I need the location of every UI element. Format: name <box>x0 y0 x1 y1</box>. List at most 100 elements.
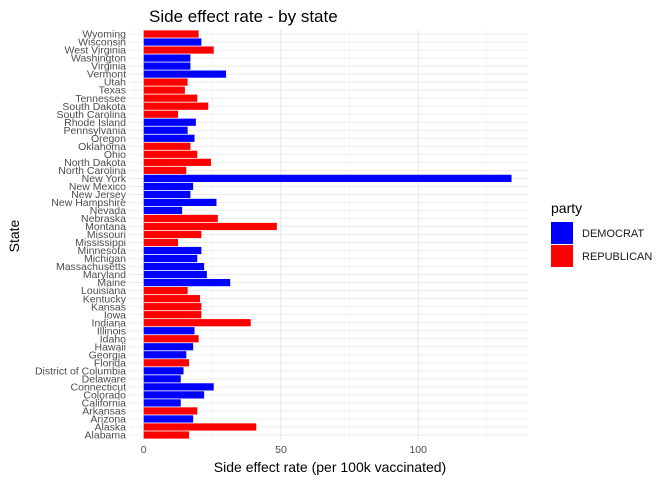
bar <box>143 238 179 247</box>
y-tick-label: Rhode Island <box>64 117 126 129</box>
y-tick-label: Nevada <box>90 205 126 217</box>
bar <box>143 391 205 399</box>
y-tick-label: West Virginia <box>65 45 127 57</box>
bar <box>143 118 196 126</box>
bar <box>143 102 209 110</box>
y-tick-label: Missouri <box>87 229 126 241</box>
y-tick-label: Illinois <box>97 325 126 337</box>
bar <box>143 70 227 78</box>
legend-key-democrat <box>551 222 573 244</box>
bar <box>143 311 202 319</box>
bar <box>143 383 214 391</box>
y-tick-label: Vermont <box>87 69 126 81</box>
y-tick-label: North Carolina <box>58 165 126 177</box>
y-tick-label: South Carolina <box>57 109 127 121</box>
bar <box>143 327 195 335</box>
y-tick-label: California <box>82 398 127 410</box>
y-tick-label: Ohio <box>104 149 126 161</box>
bar <box>143 343 194 351</box>
bar <box>143 262 205 271</box>
bar <box>143 375 181 383</box>
y-tick-label: Minnesota <box>78 245 127 257</box>
y-tick-label: Massachusetts <box>56 261 126 273</box>
bar <box>143 158 211 166</box>
y-tick-label: Louisiana <box>81 285 126 297</box>
bar <box>143 254 198 263</box>
y-tick-label: Connecticut <box>71 381 127 393</box>
bar <box>143 399 181 407</box>
y-tick-label: Maryland <box>83 269 126 281</box>
legend-key-republican <box>551 245 573 267</box>
bar <box>143 351 187 359</box>
bar <box>143 295 200 303</box>
bar <box>143 110 179 118</box>
bar <box>143 415 194 423</box>
y-tick-label: Wisconsin <box>78 37 126 49</box>
bars <box>143 30 512 439</box>
bar <box>143 62 191 70</box>
x-tick-label: 0 <box>141 444 147 456</box>
y-tick-label: Washington <box>71 53 126 65</box>
y-tick-label: Georgia <box>89 349 127 361</box>
y-axis-label: State <box>6 219 22 252</box>
bar <box>143 222 277 231</box>
y-tick-label: Idaho <box>100 333 126 345</box>
y-tick-label: South Dakota <box>62 101 126 113</box>
x-axis-label: Side effect rate (per 100k vaccinated) <box>214 459 446 475</box>
chart-title: Side effect rate - by state <box>149 7 338 26</box>
bar <box>143 94 198 102</box>
bar <box>143 319 251 327</box>
y-tick-label: Delaware <box>82 373 127 385</box>
y-tick-label: Arkansas <box>82 406 126 418</box>
bar <box>143 78 188 86</box>
bar <box>143 86 185 94</box>
bar <box>143 279 231 287</box>
bar <box>143 150 198 158</box>
y-tick-label: North Dakota <box>64 157 126 169</box>
y-tick-label: District of Columbia <box>35 365 126 377</box>
bar <box>143 134 195 142</box>
y-tick-label: Kansas <box>91 301 126 313</box>
y-tick-label: Oregon <box>91 133 126 145</box>
y-tick-label: Wyoming <box>82 29 126 41</box>
bar <box>143 246 202 255</box>
y-tick-label: Colorado <box>83 389 126 401</box>
y-tick-label: Texas <box>99 85 126 97</box>
bar <box>143 46 214 54</box>
y-tick-label: Virginia <box>91 61 126 73</box>
y-tick-label: Florida <box>94 357 126 369</box>
bar <box>143 407 198 415</box>
y-tick-label: Pennsylvania <box>64 125 127 137</box>
bar <box>143 303 202 311</box>
bar <box>143 174 512 182</box>
y-tick-label: Michigan <box>84 253 126 265</box>
y-tick-label: Oklahoma <box>78 141 126 153</box>
bar <box>143 335 199 343</box>
legend-title: party <box>551 200 582 216</box>
y-tick-label: New Hampshire <box>51 197 126 209</box>
bar <box>143 166 187 174</box>
y-tick-labels: AlabamaAlaskaArizonaArkansasCaliforniaCo… <box>35 29 127 442</box>
y-tick-label: Utah <box>104 77 126 89</box>
y-tick-label: Mississippi <box>75 237 126 249</box>
y-tick-label: Nebraska <box>81 213 126 225</box>
y-tick-label: New Mexico <box>69 181 126 193</box>
y-tick-label: New Jersey <box>71 189 127 201</box>
x-tick-labels: 0 50 100 <box>141 444 427 456</box>
x-tick-label: 50 <box>275 444 287 456</box>
legend-label-republican: REPUBLICAN <box>582 251 652 263</box>
x-tick-label: 100 <box>409 444 427 456</box>
y-tick-label: Indiana <box>92 317 127 329</box>
y-tick-label: New York <box>82 173 127 185</box>
bar <box>143 38 202 46</box>
y-tick-label: Maine <box>97 277 126 289</box>
bar <box>143 423 257 431</box>
bar <box>143 190 191 199</box>
bar <box>143 214 218 223</box>
bar <box>143 359 190 367</box>
bar <box>143 230 202 239</box>
y-tick-label: Iowa <box>104 309 126 321</box>
legend-label-democrat: DEMOCRAT <box>582 228 644 240</box>
